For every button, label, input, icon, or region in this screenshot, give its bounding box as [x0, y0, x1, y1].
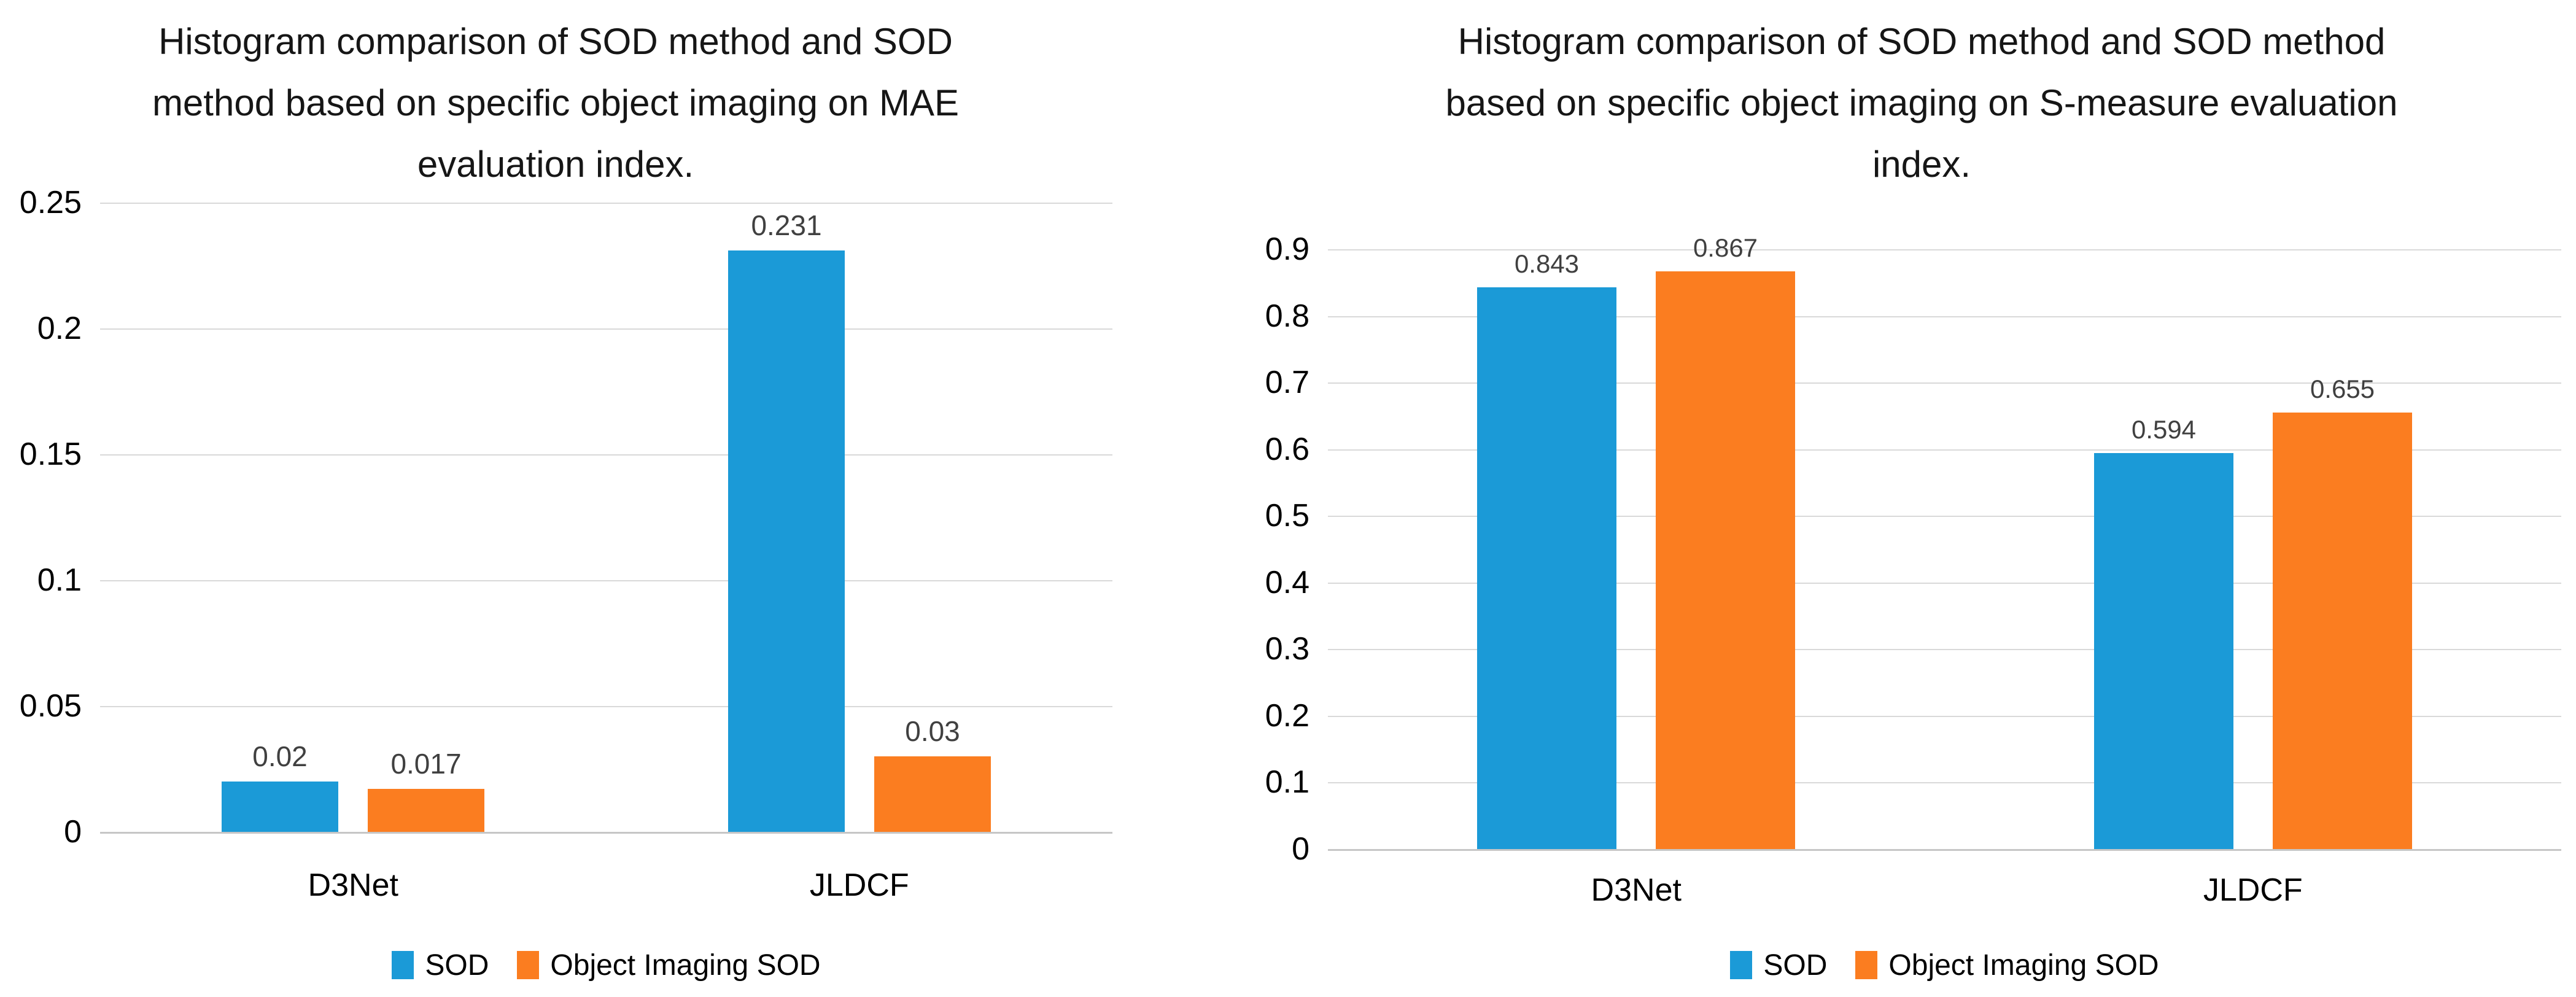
- value-label-sod-jldcf: 0.594: [2131, 415, 2197, 444]
- gridline: [1328, 716, 2561, 717]
- y-axis-tick-label: 0.9: [1265, 231, 1309, 267]
- chart-title: Histogram comparison of SOD method and S…: [1289, 11, 2554, 195]
- y-axis-tick-label: 0.6: [1265, 432, 1309, 467]
- bar-object-imaging-sod-d3net: [368, 789, 484, 832]
- value-label-object-imaging-sod-d3net: 0.867: [1693, 233, 1758, 262]
- y-axis-tick-label: 0: [64, 814, 82, 850]
- bar-sod-jldcf: [728, 250, 845, 832]
- gridline: [1328, 649, 2561, 650]
- legend-item-object-imaging-sod: Object Imaging SOD: [517, 949, 821, 982]
- chart-title-line: method based on specific object imaging …: [152, 82, 960, 123]
- value-label-sod-d3net: 0.02: [252, 740, 308, 772]
- legend-item-sod: SOD: [1730, 949, 1827, 982]
- legend-label: SOD: [1763, 949, 1828, 982]
- chart-title-line: Histogram comparison of SOD method and S…: [1457, 21, 2386, 62]
- legend: SOD Object Imaging SOD: [100, 947, 1112, 983]
- gridline: [100, 203, 1112, 204]
- legend: SOD Object Imaging SOD: [1328, 947, 2561, 983]
- legend-label: SOD: [425, 949, 489, 982]
- legend-marker-object-imaging-sod: [517, 951, 540, 979]
- legend-label: Object Imaging SOD: [550, 949, 821, 982]
- category-label-d3net: D3Net: [308, 867, 398, 903]
- bar-object-imaging-sod-jldcf: [2273, 413, 2412, 849]
- gridline: [1328, 449, 2561, 451]
- legend-marker-sod: [1730, 951, 1753, 979]
- value-label-object-imaging-sod-jldcf: 0.655: [2310, 374, 2375, 403]
- gridline: [100, 706, 1112, 707]
- bar-object-imaging-sod-d3net: [1656, 271, 1795, 849]
- y-axis-tick-label: 0.3: [1265, 631, 1309, 667]
- chart-title-line: evaluation index.: [417, 144, 694, 185]
- y-axis-tick-label: 0.7: [1265, 365, 1309, 400]
- chart-title-line: based on specific object imaging on S-me…: [1445, 82, 2398, 123]
- value-label-object-imaging-sod-d3net: 0.017: [390, 748, 462, 780]
- category-label-d3net: D3Net: [1591, 872, 1682, 908]
- legend-marker-object-imaging-sod: [1855, 951, 1878, 979]
- y-axis-tick-label: 0.2: [37, 311, 82, 346]
- chart-title: Histogram comparison of SOD method and S…: [37, 11, 1074, 195]
- legend-label: Object Imaging SOD: [1888, 949, 2159, 982]
- legend-marker-sod: [392, 951, 414, 979]
- y-axis-tick-label: 0.8: [1265, 298, 1309, 334]
- category-label-jldcf: JLDCF: [809, 867, 909, 903]
- value-label-object-imaging-sod-jldcf: 0.03: [905, 715, 960, 747]
- bar-sod-d3net: [1477, 287, 1616, 849]
- y-axis-tick-label: 0.05: [19, 688, 82, 724]
- chart-title-line: Histogram comparison of SOD method and S…: [158, 21, 953, 62]
- y-axis-tick-label: 0.4: [1265, 565, 1309, 600]
- gridline: [1328, 583, 2561, 584]
- gridline: [100, 328, 1112, 330]
- gridline: [1328, 249, 2561, 250]
- chart-panel-mae: Histogram comparison of SOD method and S…: [0, 0, 1166, 997]
- value-label-sod-d3net: 0.843: [1514, 249, 1580, 278]
- value-label-sod-jldcf: 0.231: [751, 209, 822, 241]
- y-axis-tick-label: 0.2: [1265, 698, 1309, 734]
- category-label-jldcf: JLDCF: [2203, 872, 2303, 908]
- gridline: [1328, 382, 2561, 384]
- y-axis-tick-label: 0.1: [37, 562, 82, 598]
- bar-object-imaging-sod-jldcf: [874, 756, 991, 832]
- gridline: [1328, 516, 2561, 517]
- y-axis-tick-label: 0.5: [1265, 498, 1309, 533]
- legend-item-object-imaging-sod: Object Imaging SOD: [1855, 949, 2159, 982]
- y-axis-tick-label: 0.25: [19, 185, 82, 220]
- plot-area: 0.02 0.017 0.231 0.03: [100, 203, 1112, 834]
- gridline: [1328, 316, 2561, 317]
- x-axis-baseline: [100, 832, 1112, 834]
- bar-sod-jldcf: [2094, 453, 2233, 849]
- legend-item-sod: SOD: [392, 949, 489, 982]
- chart-title-line: index.: [1872, 144, 1971, 185]
- y-axis-tick-label: 0.15: [19, 436, 82, 472]
- gridline: [100, 580, 1112, 581]
- x-axis-baseline: [1328, 849, 2561, 851]
- chart-panel-smeasure: Histogram comparison of SOD method and S…: [1166, 0, 2576, 997]
- gridline: [1328, 782, 2561, 783]
- bar-sod-d3net: [222, 782, 338, 832]
- gridline: [100, 454, 1112, 456]
- y-axis-tick-label: 0: [1292, 831, 1309, 867]
- y-axis-tick-label: 0.1: [1265, 764, 1309, 800]
- plot-area: 0.843 0.867 0.594 0.655: [1328, 233, 2561, 851]
